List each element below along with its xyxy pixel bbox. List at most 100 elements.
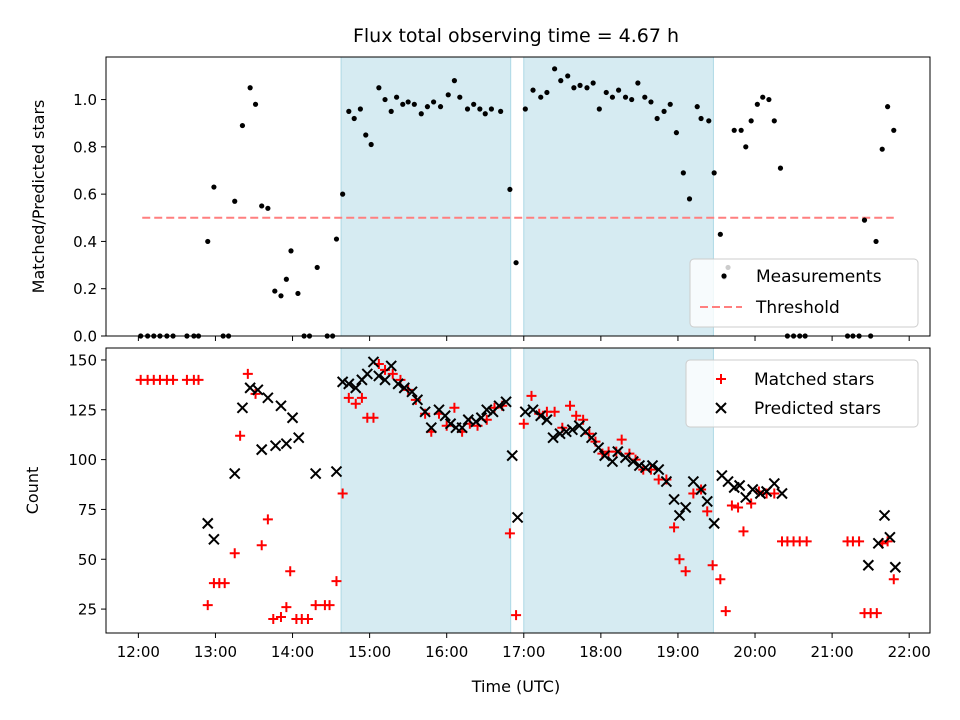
measurement-point <box>259 203 265 209</box>
measurement-point <box>558 78 564 84</box>
measurement-point <box>760 94 766 100</box>
matched-star-point <box>769 488 780 499</box>
measurement-point <box>743 144 749 150</box>
predicted-star-point <box>506 449 518 462</box>
measurement-point <box>565 73 571 79</box>
measurement-point <box>530 87 536 93</box>
measurement-point <box>629 96 635 103</box>
matched-star-point <box>337 488 348 499</box>
measurement-point <box>430 99 437 105</box>
measurement-point <box>464 106 471 112</box>
matched-star-point <box>343 392 354 403</box>
predicted-star-point <box>511 511 524 524</box>
measurement-point <box>437 104 444 110</box>
matched-star-point <box>738 526 749 537</box>
observing-span <box>340 56 512 337</box>
measurement-point <box>891 127 897 133</box>
measurement-point <box>477 106 483 112</box>
predicted-star-point <box>541 414 553 426</box>
measurement-point <box>552 66 558 72</box>
matched-star-point <box>250 388 261 399</box>
predicted-star-point <box>639 461 652 474</box>
matched-star-point <box>403 384 414 395</box>
predicted-star-point <box>236 402 249 414</box>
matched-star-point <box>854 536 865 547</box>
measurement-point <box>265 205 271 211</box>
measurement-point <box>247 85 253 91</box>
measurement-point <box>680 170 686 176</box>
y-tick-label: 75 <box>78 501 97 519</box>
measurement-point <box>451 78 458 84</box>
predicted-star-point <box>286 412 299 424</box>
matched-star-point <box>733 502 744 513</box>
measurement-point <box>252 101 259 107</box>
y-axis-label: Matched/Predicted stars <box>29 100 48 294</box>
x-tick-label: 18:00 <box>579 643 622 661</box>
matched-star-point <box>242 368 253 379</box>
legend-marker-matched <box>716 374 726 384</box>
measurement-point <box>376 85 382 91</box>
predicted-star-point <box>275 400 287 412</box>
predicted-star-point <box>379 374 391 386</box>
y-tick-label: 0.6 <box>73 186 97 204</box>
x-axis-ticks: 12:00 13:00 14:00 15:00 16:00 17:00 18:00 19:00… <box>117 633 931 661</box>
predicted-star-point <box>425 422 437 434</box>
measurement-point <box>667 101 673 107</box>
matched-star-point <box>616 434 627 445</box>
measurement-point <box>457 94 463 100</box>
legend-label-predicted: Predicted stars <box>754 399 881 419</box>
predicted-star-point <box>475 412 488 424</box>
predicted-star-point <box>668 493 680 506</box>
predicted-star-point <box>768 477 781 490</box>
measurement-point <box>393 94 400 100</box>
legend-marker-measurements <box>721 273 727 279</box>
matched-star-point <box>680 566 691 577</box>
measurement-point <box>507 186 513 193</box>
measurement-point <box>648 99 654 105</box>
predicted-star-point <box>292 431 305 444</box>
matched-star-point <box>584 428 595 439</box>
measurement-point <box>577 82 583 88</box>
predicted-star-point <box>373 370 385 382</box>
measurement-point <box>698 115 704 122</box>
matched-star-point <box>168 374 179 385</box>
measurement-point <box>340 191 346 197</box>
matched-star-point <box>219 578 230 589</box>
matched-star-point <box>526 390 537 401</box>
panel-counts: 25 50 75 100 125 150 12:00 13:00 14:00 15:00 16:0… <box>23 347 931 696</box>
y-tick-label: 0.0 <box>73 328 97 346</box>
matched-star-point <box>504 528 515 539</box>
y-axis-ticks: 0.0 0.2 0.4 0.6 0.8 1.0 <box>73 91 106 346</box>
measurement-point <box>498 108 504 114</box>
matched-star-point <box>571 410 582 421</box>
predicted-star-point <box>481 404 493 416</box>
matched-star-point <box>888 574 899 585</box>
matched-star-point <box>611 446 622 457</box>
measurement-point <box>571 85 577 91</box>
y-tick-label: 0.8 <box>73 138 97 156</box>
matched-star-point <box>302 614 313 625</box>
x-tick-label: 15:00 <box>348 643 391 661</box>
predicted-star-point <box>229 467 241 480</box>
matched-star-point <box>368 412 379 423</box>
measurement-point <box>405 99 411 105</box>
matched-star-point <box>256 540 267 551</box>
predicted-star-point <box>269 439 282 452</box>
measurement-point <box>885 104 891 110</box>
x-tick-label: 16:00 <box>425 643 468 661</box>
y-tick-label: 25 <box>78 601 97 619</box>
legend-label-matched: Matched stars <box>754 370 874 390</box>
matched-star-point <box>511 610 522 621</box>
predicted-star-point <box>889 561 902 573</box>
y-tick-label: 1.0 <box>73 91 97 109</box>
chart-title: Flux total observing time = 4.67 h <box>353 25 679 47</box>
predicted-star-point <box>309 467 322 480</box>
predicted-star-point <box>776 487 788 500</box>
measurement-point <box>488 106 495 112</box>
matched-star-point <box>310 600 321 611</box>
matched-star-point <box>707 560 718 571</box>
predicted-star-point <box>878 509 891 522</box>
measurement-point <box>731 127 737 133</box>
measurement-point <box>777 165 784 171</box>
